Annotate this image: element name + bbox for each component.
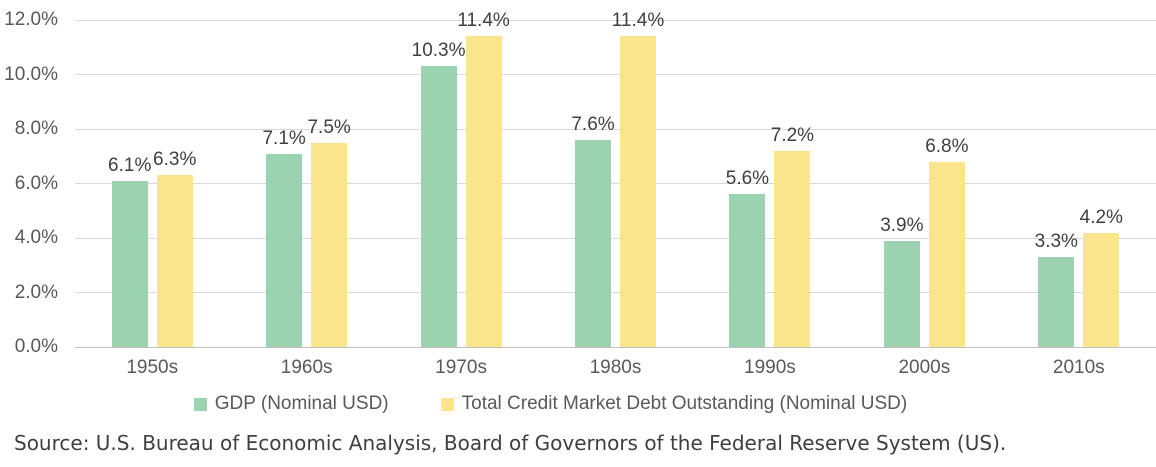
- data-label-gdp-1970s: 10.3%: [411, 40, 466, 61]
- data-label-debt-1990s: 7.2%: [770, 125, 815, 146]
- data-label-gdp-2010s: 3.3%: [1034, 231, 1078, 252]
- data-label-debt-2000s: 6.8%: [925, 136, 969, 157]
- x-axis-category-label: 1980s: [589, 357, 642, 378]
- legend-label-debt: Total Credit Market Debt Outstanding (No…: [461, 393, 908, 414]
- x-axis-line: [75, 346, 1156, 348]
- x-axis-category-label: 1950s: [126, 357, 179, 378]
- data-label-debt-2010s: 4.2%: [1079, 207, 1123, 228]
- x-axis-category-label: 1970s: [435, 357, 487, 378]
- data-label-gdp-1960s: 7.1%: [262, 128, 306, 149]
- legend-swatch-debt: [440, 397, 454, 411]
- legend-item-debt: Total Credit Market Debt Outstanding (No…: [440, 393, 908, 415]
- bar-debt-1980s: [620, 36, 656, 347]
- bar-gdp-1960s: [266, 154, 303, 347]
- data-label-gdp-1950s: 6.1%: [108, 155, 152, 176]
- bar-debt-1990s: [774, 151, 811, 347]
- gridline: [75, 19, 1156, 21]
- x-axis-category-label: 1960s: [280, 357, 333, 378]
- bar-gdp-1950s: [111, 181, 148, 347]
- data-label-gdp-1980s: 7.6%: [571, 114, 615, 135]
- plot-area: 0.0% 2.0% 4.0% 6.0% 8.0% 10.0% 12.0% 6.1% 6.3% 7.…: [4, 9, 1156, 357]
- gridline: [75, 292, 1156, 293]
- y-axis-tick-label: 4.0%: [14, 227, 58, 248]
- data-label-debt-1950s: 6.3%: [153, 149, 197, 170]
- bar-debt-1950s: [156, 175, 193, 347]
- gridline: [75, 183, 1156, 184]
- legend-item-gdp: GDP (Nominal USD): [193, 393, 389, 415]
- bar-debt-2010s: [1083, 233, 1120, 347]
- data-label-gdp-1990s: 5.6%: [725, 168, 770, 189]
- x-axis-category-label: 1990s: [744, 357, 796, 378]
- y-axis-tick-label: 10.0%: [4, 63, 58, 85]
- bar-gdp-1980s: [575, 140, 611, 347]
- gridline: [75, 128, 1156, 130]
- bar-debt-1970s: [465, 36, 502, 347]
- data-label-debt-1970s: 11.4%: [457, 10, 510, 31]
- y-axis-tick-label: 12.0%: [4, 9, 58, 30]
- legend-swatch-gdp: [193, 397, 207, 411]
- bar-debt-2000s: [928, 162, 965, 347]
- y-axis-tick-label: 0.0%: [14, 336, 58, 357]
- x-axis-category-label: 2000s: [898, 357, 951, 378]
- gridline: [75, 74, 1156, 75]
- source-note: Source: U.S. Bureau of Economic Analysis…: [14, 431, 1007, 455]
- legend-label-gdp: GDP (Nominal USD): [214, 393, 389, 414]
- bar-gdp-2000s: [883, 241, 920, 347]
- x-axis-category-label: 2010s: [1052, 357, 1105, 378]
- data-label-debt-1960s: 7.5%: [307, 117, 351, 138]
- y-axis-tick-label: 6.0%: [14, 172, 58, 194]
- gridline: [75, 237, 1156, 239]
- data-label-gdp-2000s: 3.9%: [880, 215, 924, 236]
- bar-debt-1960s: [311, 143, 348, 347]
- bar-gdp-1990s: [729, 194, 766, 347]
- legend: GDP (Nominal USD) Total Credit Market De…: [0, 392, 1156, 416]
- y-axis-tick-label: 8.0%: [14, 118, 58, 139]
- bar-gdp-1970s: [420, 66, 457, 347]
- data-label-debt-1980s: 11.4%: [611, 10, 665, 31]
- y-axis-tick-label: 2.0%: [14, 281, 58, 303]
- bar-gdp-2010s: [1038, 257, 1075, 347]
